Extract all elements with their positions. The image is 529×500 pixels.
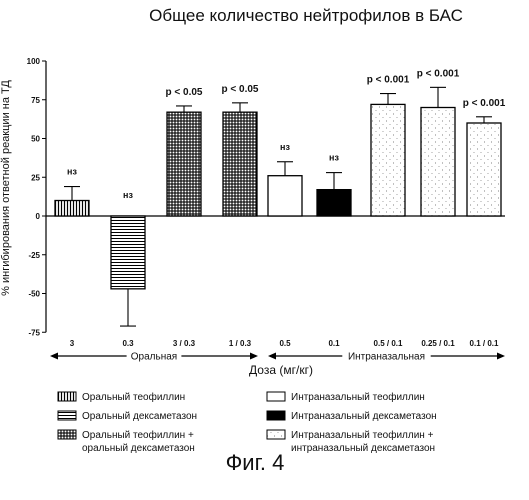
legend-swatch — [267, 430, 285, 439]
legend-swatch — [58, 392, 76, 401]
arrow-head-right — [497, 353, 505, 360]
legend-label: Оральный теофиллин + — [82, 429, 194, 441]
x-axis-label: Доза (мг/кг) — [249, 363, 313, 377]
x-tick-label: 0.1 — [328, 339, 340, 348]
arrow-head-right — [250, 353, 258, 360]
significance-label: p < 0.05 — [166, 87, 203, 98]
y-tick-label: 25 — [31, 173, 40, 182]
legend: Оральный теофиллин Оральный дексаметазон О… — [58, 391, 437, 454]
dose-groups: Оральная Интраназальная — [50, 352, 505, 363]
legend-label: Интраназальный теофиллин + — [291, 429, 434, 441]
y-tick-label: -25 — [28, 251, 40, 260]
y-tick-label: 50 — [31, 135, 40, 144]
legend-label: Интраназальный теофиллин — [291, 391, 425, 403]
bar — [317, 190, 351, 216]
y-tick-label: 75 — [31, 96, 40, 105]
bar — [371, 104, 405, 216]
x-tick-label: 0.1 / 0.1 — [470, 339, 499, 348]
x-tick-label: 3 / 0.3 — [173, 339, 196, 348]
x-tick-label: 3 — [70, 339, 75, 348]
figure-caption: Фиг. 4 — [226, 450, 285, 475]
legend-label: интраназальный дексаметазон — [291, 443, 435, 454]
bar — [55, 201, 89, 217]
chart-title: Общее количество нейтрофилов в БАС — [149, 6, 463, 25]
legend-label: Оральный теофиллин — [82, 391, 185, 403]
group-label: Интраназальная — [348, 352, 425, 363]
legend-swatch — [58, 430, 76, 439]
bar — [421, 108, 455, 217]
x-tick-label: 0.3 — [122, 339, 134, 348]
legend-label: оральный дексаметазон — [82, 443, 195, 454]
y-tick-label: -75 — [28, 328, 40, 337]
bar — [167, 112, 201, 216]
significance-label: нз — [280, 142, 290, 152]
y-tick-label: 0 — [36, 212, 41, 221]
bar — [268, 176, 302, 216]
y-axis-label: % ингибирования ответной реакции на ТД — [0, 80, 12, 296]
bar — [467, 123, 501, 216]
significance-label: p < 0.001 — [367, 75, 410, 86]
significance-label: p < 0.05 — [222, 84, 259, 95]
x-tick-label: 0.5 / 0.1 — [374, 339, 403, 348]
x-tick-label: 0.5 — [279, 339, 291, 348]
legend-label: Оральный дексаметазон — [82, 411, 197, 422]
legend-swatch — [58, 411, 76, 420]
y-tick-label: -50 — [28, 290, 40, 299]
x-tick-label: 1 / 0.3 — [229, 339, 252, 348]
arrow-head-left — [268, 353, 276, 360]
legend-label: Интраназальный дексаметазон — [291, 411, 437, 422]
y-axis: 100 75 50 25 0 -25 -50 -75 — [27, 57, 46, 337]
x-tick-labels: 3 0.3 3 / 0.3 1 / 0.3 0.5 0.1 0.5 / 0.1 0.25 / … — [70, 339, 499, 348]
x-tick-label: 0.25 / 0.1 — [421, 339, 455, 348]
significance-label: нз — [123, 190, 133, 200]
bars: нз нз p < 0.05 p < 0.05 нз нз p < 0.001 p < 0.0… — [55, 68, 506, 326]
legend-swatch — [267, 392, 285, 401]
significance-label: нз — [67, 167, 77, 177]
legend-swatch — [267, 411, 285, 420]
significance-label: p < 0.001 — [463, 98, 506, 109]
bar — [111, 216, 145, 289]
y-tick-label: 100 — [27, 57, 41, 66]
group-label: Оральная — [131, 352, 177, 363]
significance-label: нз — [329, 153, 339, 163]
arrow-head-left — [50, 353, 58, 360]
bar — [223, 112, 257, 216]
significance-label: p < 0.001 — [417, 68, 460, 79]
